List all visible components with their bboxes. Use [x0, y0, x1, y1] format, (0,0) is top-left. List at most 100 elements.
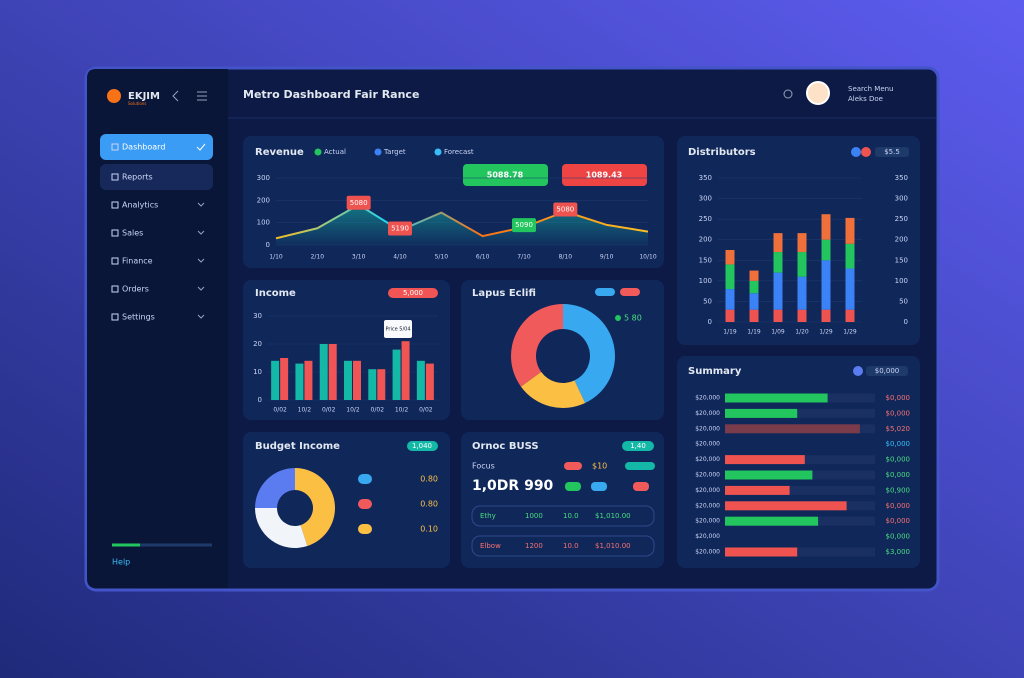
legend-dot	[314, 148, 322, 156]
panel-title: Distributors	[688, 147, 756, 158]
x-tick-label: 6/10	[476, 254, 490, 261]
chevron	[197, 202, 205, 207]
row-label: $20,000	[695, 487, 720, 494]
hbar	[725, 501, 847, 511]
chevron	[197, 258, 205, 263]
nav-item: Reports	[122, 173, 153, 182]
legend-label: Actual	[324, 148, 346, 156]
row-label: $20,000	[695, 441, 720, 448]
hbar	[725, 455, 805, 465]
y-tick-label: 10	[253, 368, 262, 376]
x-tick-label: 10/2	[395, 407, 409, 414]
row-label: $20,000	[695, 395, 720, 402]
x-tick-label: 8/10	[559, 254, 573, 261]
logo-icon	[107, 89, 121, 103]
callout	[553, 202, 578, 217]
legend-label: Target	[383, 148, 406, 156]
action-button[interactable]	[562, 164, 647, 186]
row-label: $20,000	[695, 518, 720, 525]
row-amount: $0,000	[886, 471, 911, 479]
callout-label: 5090	[515, 221, 533, 229]
pill	[625, 462, 655, 470]
row-amount: $0,000	[886, 517, 911, 525]
y2-tick-label: 50	[899, 297, 908, 305]
action-button[interactable]	[463, 164, 548, 186]
stack-segment	[749, 309, 759, 322]
panel	[461, 432, 664, 568]
stack-segment	[725, 250, 735, 265]
line-item[interactable]	[471, 505, 655, 527]
y2-tick-label: 300	[895, 195, 908, 203]
y-tick-label: 100	[257, 219, 270, 227]
line-item-name: Ethy	[480, 512, 496, 520]
sidebar-footer: Help	[112, 558, 130, 567]
pill-label: 5,000	[403, 289, 423, 297]
legend-pill	[358, 524, 372, 534]
notify-icon[interactable]	[783, 89, 793, 99]
x-tick-label: 5/10	[435, 254, 449, 261]
user-name: Aleks Doe	[848, 95, 883, 103]
y-tick-label: 20	[253, 340, 262, 348]
bar	[425, 363, 434, 400]
line-item[interactable]	[471, 535, 655, 557]
tooltip-label: Price 5/04	[385, 327, 410, 333]
pill	[595, 288, 615, 296]
panel-title: Summary	[688, 366, 742, 377]
y2-tick-label: 100	[895, 277, 908, 285]
stack-segment	[725, 264, 735, 290]
hbar	[725, 547, 798, 557]
pill	[564, 462, 582, 470]
line-item-rate: 10.0	[563, 542, 579, 550]
stack-segment	[845, 268, 855, 310]
row-label: $20,000	[695, 502, 720, 509]
nav-icon	[111, 201, 119, 209]
row-label: $20,000	[695, 456, 720, 463]
line	[275, 203, 649, 240]
row-amount: $5,020	[886, 425, 911, 433]
pill	[633, 482, 649, 491]
brand: EKJIM	[128, 91, 160, 102]
menu-icon[interactable]	[197, 91, 207, 101]
panel-title: Budget Income	[255, 441, 340, 452]
nav-icon	[111, 143, 119, 151]
x-tick-label: 1/20	[795, 329, 809, 336]
pill	[620, 288, 640, 296]
row-amount: $3,000	[886, 548, 911, 556]
line-item-name: Elbow	[480, 542, 501, 550]
nav-item: Finance	[122, 257, 153, 266]
bar	[295, 363, 304, 400]
hbar	[725, 393, 828, 403]
legend-dot	[861, 147, 871, 157]
nav-item: Orders	[122, 285, 149, 294]
row-amount: $0,000	[886, 502, 911, 510]
y-tick-label: 30	[253, 312, 262, 320]
legend-pill	[358, 499, 372, 509]
line-item-amount: $1,010.00	[595, 542, 631, 550]
x-tick-label: 0/02	[322, 407, 336, 414]
nav-item-bg[interactable]	[100, 164, 213, 190]
y-tick-label: 0	[258, 396, 262, 404]
pill-label: $5.5	[884, 148, 900, 156]
row-track	[725, 547, 875, 557]
button-label: 5088.78	[487, 171, 524, 180]
hbar	[725, 485, 790, 495]
legend-dot	[374, 148, 382, 156]
x-tick-label: 1/19	[723, 329, 737, 336]
stack-segment	[797, 276, 807, 310]
stack-segment	[797, 233, 807, 253]
bar	[304, 360, 313, 400]
legend-value: 0.80	[420, 475, 438, 484]
stack-segment	[725, 309, 735, 322]
nav-active[interactable]	[100, 134, 213, 160]
stack-segment	[773, 252, 783, 273]
avatar[interactable]	[806, 81, 830, 105]
stack-segment	[749, 270, 759, 281]
collapse-icon[interactable]	[172, 90, 179, 102]
nav-icon	[111, 229, 119, 237]
hbar	[725, 408, 798, 418]
y-tick-label: 300	[699, 195, 712, 203]
panel-title: Ornoc BUSS	[472, 441, 539, 452]
panel-title: Lapus Eclifi	[472, 288, 536, 299]
donut-segment	[295, 468, 335, 547]
stack-segment	[773, 309, 783, 322]
